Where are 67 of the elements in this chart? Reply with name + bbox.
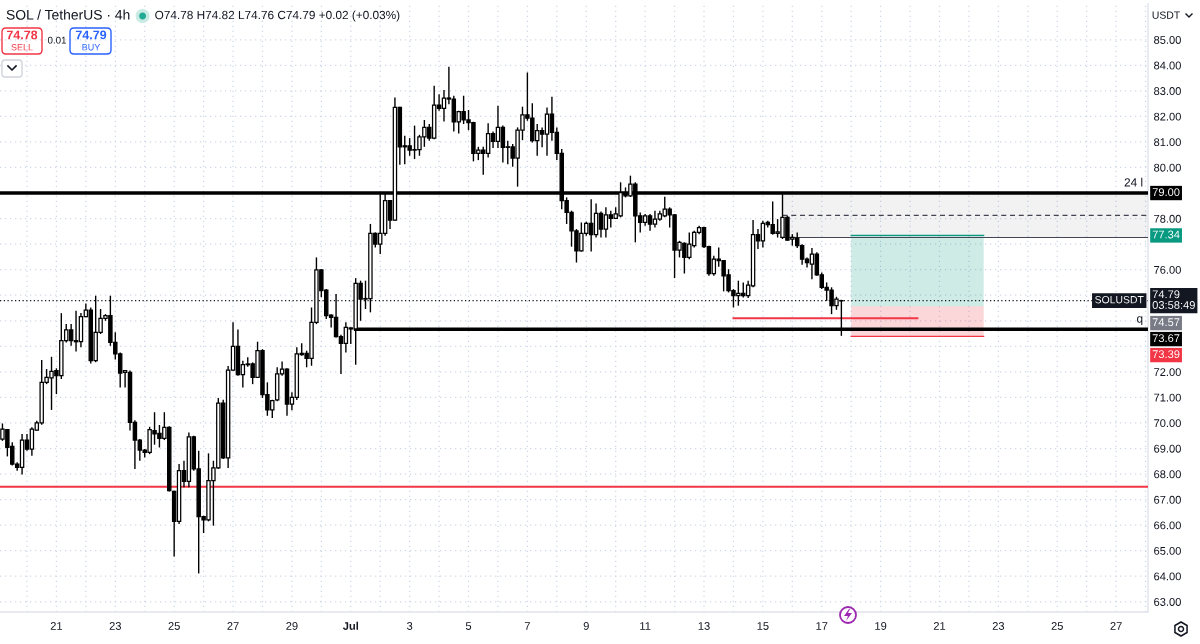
y-tick-label: 80.00 bbox=[1154, 163, 1181, 172]
x-tick-label: 7 bbox=[524, 622, 530, 630]
x-tick-label: 3 bbox=[406, 622, 413, 630]
y-tick-label: 64.00 bbox=[1154, 572, 1181, 581]
annotation: 73.67 bbox=[1152, 334, 1180, 343]
annotation: 24 l bbox=[1124, 177, 1143, 187]
y-tick-label: 63.00 bbox=[1154, 598, 1181, 606]
y-tick-label: 83.00 bbox=[1154, 87, 1181, 95]
x-tick-label: 21 bbox=[50, 622, 63, 630]
x-tick-label: 27 bbox=[1110, 622, 1122, 630]
candlestick bbox=[29, 426, 35, 457]
text: USDT bbox=[1152, 11, 1180, 19]
x-tick-label: 11 bbox=[640, 622, 651, 630]
candlestick bbox=[809, 247, 815, 280]
x-tick-label: 25 bbox=[1051, 622, 1063, 630]
candlestick bbox=[544, 106, 550, 157]
candlestick bbox=[68, 323, 74, 347]
text: 73.39 bbox=[1152, 350, 1180, 359]
annotation: 77.34 bbox=[1152, 230, 1180, 239]
annotation: 0.01 bbox=[47, 36, 66, 44]
annotation: O74.78 H74.82 L74.76 C74.79 +0.02 (+0.03%) bbox=[155, 10, 400, 22]
candlestick bbox=[495, 104, 501, 149]
annotation: SELL bbox=[11, 44, 33, 51]
x-tick-label: 13 bbox=[698, 622, 710, 630]
x-tick-label: 17 bbox=[816, 622, 828, 630]
annotation: 74.79 bbox=[75, 30, 107, 40]
y-tick-label: 71.00 bbox=[1154, 393, 1181, 402]
ref-line-label: 79.00 bbox=[1152, 188, 1180, 197]
y-tick-label: 66.00 bbox=[1154, 521, 1181, 530]
x-tick-label: 27 bbox=[227, 622, 239, 630]
candlestick bbox=[598, 210, 604, 239]
candlestick bbox=[603, 206, 609, 239]
ref-line-label: 74.79 03:58:49 bbox=[1152, 290, 1195, 309]
candlestick bbox=[662, 196, 668, 219]
x-tick-label: 29 bbox=[286, 622, 298, 630]
y-tick-label: 65.00 bbox=[1154, 546, 1181, 555]
y-tick-label: 78.00 bbox=[1154, 214, 1181, 223]
x-tick-label: 15 bbox=[757, 622, 769, 630]
chart-title: SOL / TetherUS · 4h bbox=[6, 9, 130, 20]
candlestick bbox=[451, 95, 457, 133]
x-tick-label: 25 bbox=[168, 622, 180, 630]
annotation: SOLUSDT bbox=[1095, 296, 1144, 304]
x-tick-label: 23 bbox=[992, 622, 1005, 630]
annotation: q bbox=[1137, 316, 1143, 326]
y-tick-label: 69.00 bbox=[1154, 444, 1181, 453]
y-tick-label: 70.00 bbox=[1154, 419, 1181, 428]
candlestick bbox=[441, 89, 447, 123]
candlestick bbox=[343, 321, 349, 354]
y-tick-label: 76.00 bbox=[1154, 265, 1181, 274]
x-tick-label: 23 bbox=[109, 622, 121, 630]
y-tick-label: 68.00 bbox=[1154, 470, 1181, 479]
text: 74.57 bbox=[1152, 318, 1180, 327]
y-tick-label: 85.00 bbox=[1154, 36, 1181, 44]
y-tick-label: 72.00 bbox=[1154, 368, 1181, 376]
y-tick-label: 82.00 bbox=[1154, 112, 1181, 121]
x-tick-label: Jul bbox=[342, 621, 359, 630]
y-tick-label: 84.00 bbox=[1154, 61, 1181, 70]
candlestick bbox=[485, 122, 491, 159]
annotation: 74.78 bbox=[6, 30, 38, 40]
annotation: BUY bbox=[82, 44, 101, 51]
x-tick-label: 9 bbox=[583, 622, 589, 630]
x-tick-label: 19 bbox=[875, 622, 887, 630]
y-tick-label: 81.00 bbox=[1154, 138, 1181, 147]
x-tick-label: 5 bbox=[465, 622, 472, 630]
x-tick-label: 21 bbox=[933, 622, 946, 630]
y-tick-label: 67.00 bbox=[1154, 495, 1181, 504]
candlestick bbox=[500, 124, 506, 164]
